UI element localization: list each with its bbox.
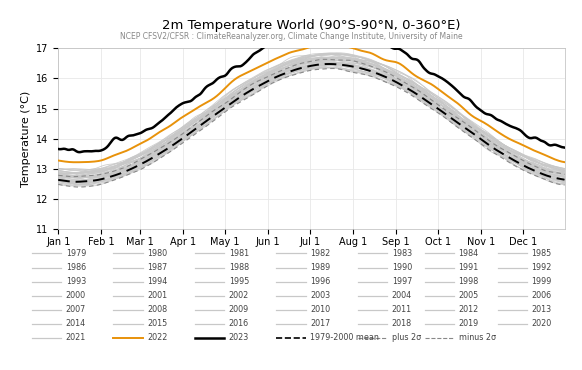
Text: 2004: 2004	[392, 291, 412, 300]
Text: 2017: 2017	[310, 319, 331, 328]
Text: 1983: 1983	[392, 249, 412, 258]
Text: 2006: 2006	[531, 291, 552, 300]
Text: 2010: 2010	[310, 305, 331, 314]
Text: 1986: 1986	[66, 263, 86, 272]
Text: 1981: 1981	[229, 249, 249, 258]
Text: 2003: 2003	[310, 291, 331, 300]
Text: 1995: 1995	[229, 277, 249, 286]
Text: 1990: 1990	[392, 263, 412, 272]
Text: 2002: 2002	[229, 291, 249, 300]
Text: 1998: 1998	[459, 277, 479, 286]
Text: plus 2σ: plus 2σ	[392, 333, 421, 342]
Text: 2023: 2023	[229, 333, 249, 342]
Text: 2018: 2018	[392, 319, 412, 328]
Text: 2021: 2021	[66, 333, 86, 342]
Text: 2012: 2012	[459, 305, 479, 314]
Text: 1979-2000 mean: 1979-2000 mean	[310, 333, 379, 342]
Text: 1985: 1985	[531, 249, 552, 258]
Text: minus 2σ: minus 2σ	[459, 333, 496, 342]
Text: 2014: 2014	[66, 319, 86, 328]
Text: 2001: 2001	[147, 291, 168, 300]
Text: 2015: 2015	[147, 319, 168, 328]
Text: 1980: 1980	[147, 249, 168, 258]
Text: 2000: 2000	[66, 291, 86, 300]
Text: 2005: 2005	[459, 291, 479, 300]
Text: 1996: 1996	[310, 277, 331, 286]
Text: 2022: 2022	[147, 333, 168, 342]
Text: 2019: 2019	[459, 319, 479, 328]
Text: 1994: 1994	[147, 277, 168, 286]
Text: 1993: 1993	[66, 277, 86, 286]
Text: 1982: 1982	[310, 249, 331, 258]
Text: 1991: 1991	[459, 263, 479, 272]
Text: 1989: 1989	[310, 263, 331, 272]
Text: 2020: 2020	[531, 319, 552, 328]
Y-axis label: Temperature (°C): Temperature (°C)	[20, 91, 30, 187]
Text: 2007: 2007	[66, 305, 86, 314]
Title: 2m Temperature World (90°S-90°N, 0-360°E): 2m Temperature World (90°S-90°N, 0-360°E…	[162, 18, 460, 32]
Text: 2011: 2011	[392, 305, 412, 314]
Text: 1999: 1999	[531, 277, 552, 286]
Text: 1979: 1979	[66, 249, 86, 258]
Text: 1992: 1992	[531, 263, 552, 272]
Text: 2009: 2009	[229, 305, 249, 314]
Text: 2016: 2016	[229, 319, 249, 328]
Text: 2008: 2008	[147, 305, 168, 314]
Text: 2013: 2013	[531, 305, 552, 314]
Text: 1988: 1988	[229, 263, 249, 272]
Text: 1987: 1987	[147, 263, 168, 272]
Text: 1997: 1997	[392, 277, 412, 286]
Text: 1984: 1984	[459, 249, 479, 258]
Text: NCEP CFSV2/CFSR : ClimateReanalyzer.org, Climate Change Institute, University of: NCEP CFSV2/CFSR : ClimateReanalyzer.org,…	[120, 32, 462, 41]
